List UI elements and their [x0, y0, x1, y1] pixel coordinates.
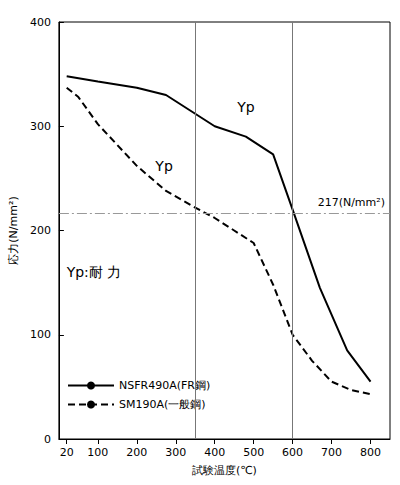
svg-text:NSFR490A(FR鋼): NSFR490A(FR鋼)	[119, 379, 210, 392]
svg-text:400: 400	[30, 16, 51, 29]
svg-text:SM190A(一般鋼): SM190A(一般鋼)	[119, 398, 206, 411]
svg-text:800: 800	[360, 446, 381, 459]
svg-text:500: 500	[243, 446, 264, 459]
svg-text:試験温度(℃): 試験温度(℃)	[192, 464, 257, 477]
svg-text:300: 300	[30, 120, 51, 133]
svg-text:100: 100	[87, 446, 108, 459]
svg-text:400: 400	[204, 446, 225, 459]
svg-text:200: 200	[30, 224, 51, 237]
svg-text:Yp: Yp	[154, 158, 173, 174]
svg-text:100: 100	[30, 328, 51, 341]
svg-text:応力(N/mm²): 応力(N/mm²)	[7, 196, 20, 264]
svg-text:700: 700	[321, 446, 342, 459]
svg-text:20: 20	[60, 446, 74, 459]
svg-text:0: 0	[44, 433, 51, 446]
svg-text:600: 600	[282, 446, 303, 459]
svg-text:300: 300	[165, 446, 186, 459]
svg-text:Yp: Yp	[236, 99, 255, 115]
svg-text:217(N/mm²): 217(N/mm²)	[318, 196, 385, 209]
svg-text:Yp:耐 力: Yp:耐 力	[66, 264, 122, 280]
svg-text:200: 200	[126, 446, 147, 459]
